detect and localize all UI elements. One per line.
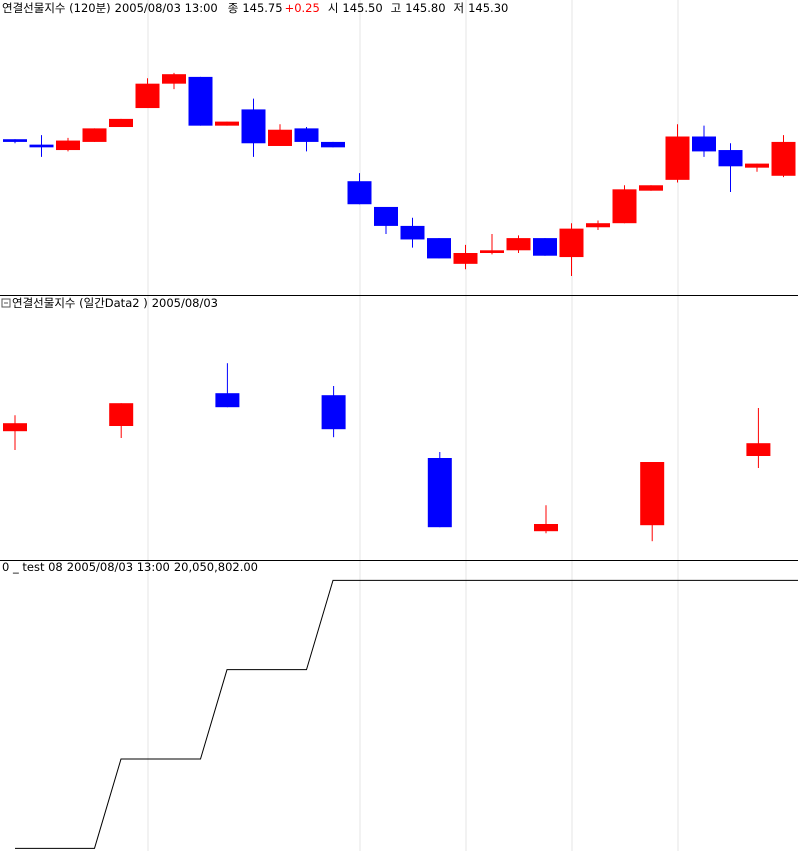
panel-datetime: 2005/08/03 13:00 [115,1,218,15]
candle-body [586,223,610,228]
field-label: 고 [391,1,402,15]
candle-body [612,189,637,224]
candle-body [480,250,504,254]
candle-body [215,121,239,126]
candle-body [453,253,478,264]
candle-body [639,185,663,191]
field-label: 저 [454,1,465,15]
candle-body [534,524,558,532]
candle-body [640,462,665,526]
panel-title: 연결선물지수 (일간Data2 ) [12,296,148,310]
field-value: 145.50 [342,1,382,15]
candle-body [347,181,372,205]
field-change: +0.25 [285,1,320,15]
field-value: 145.80 [405,1,445,15]
candle-body [188,76,213,126]
candle-body [268,129,292,146]
candle-body [56,140,80,151]
field-label: 종 [228,1,239,15]
candle-body [3,139,27,142]
field-label: 시 [328,1,339,15]
panel-datetime: 2005/08/03 [152,296,218,310]
panel-title: 연결선물지수 (120분) [2,1,111,15]
candle-body [162,74,186,84]
candle-body [665,136,690,180]
candle-body [400,225,425,240]
panel-header: 연결선물지수 (120분) 2005/08/03 13:00 종 145.75 +0.2… [2,1,508,15]
grid [147,0,679,851]
candle-body [771,141,796,176]
panel-datetime: 2005/08/03 13:00 [67,560,170,574]
panel-header: 0 _ test 08 2005/08/03 13:00 20,050,802.00 [2,560,258,574]
panel-header: 연결선물지수 (일간Data2 ) 2005/08/03 [12,296,218,310]
candle-body [321,141,345,148]
line-series [15,579,798,849]
candle-body [135,83,160,109]
candle-body [241,109,266,144]
candle-body [427,458,452,528]
last-value: 20,050,802.00 [174,560,258,574]
field-value: 145.75 [242,1,282,15]
candle-body [82,128,107,142]
panel-title: 0 _ test 08 [2,560,63,574]
candle-body [427,238,451,259]
candle-body [559,228,584,258]
candle-body [718,150,743,167]
candle-body [215,393,240,408]
candle-body [745,163,769,168]
candle-body [506,238,531,251]
candle-body [29,144,54,148]
candle-body [294,128,319,142]
candle-body [692,136,716,152]
candle-body [533,238,557,256]
field-value: 145.30 [468,1,508,15]
candle-body [374,206,398,226]
candle-body [109,118,133,128]
candle-body [321,395,346,430]
candle-body [746,443,771,456]
candle-body [109,403,134,426]
candle-body [3,423,27,432]
